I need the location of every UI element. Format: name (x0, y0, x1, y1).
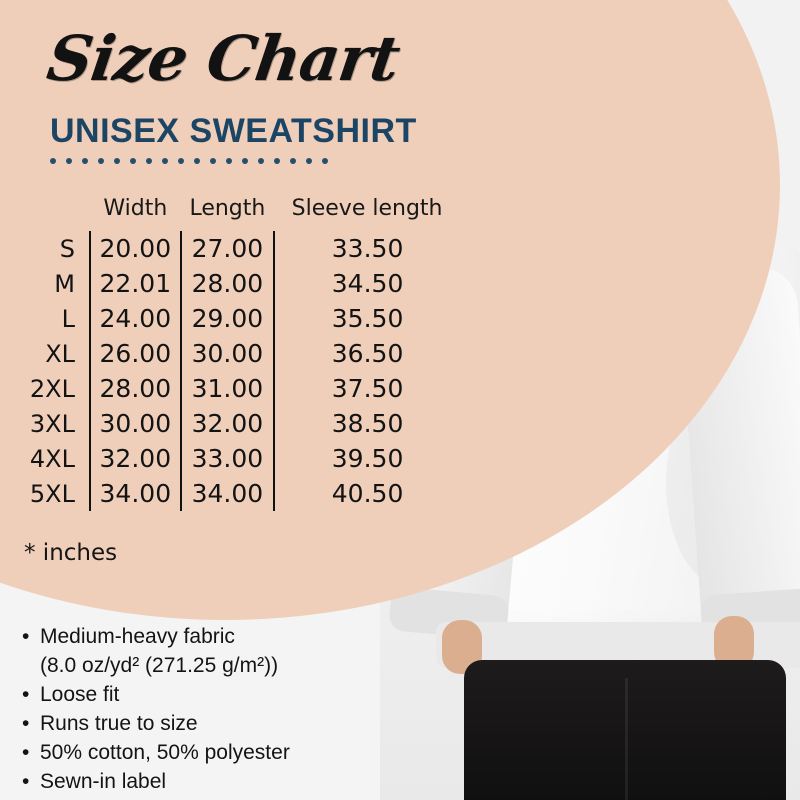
cell-length: 28.00 (179, 266, 275, 301)
cell-size: XL (45, 339, 75, 368)
cell-sleeve: 35.50 (273, 301, 460, 336)
divider-dot (322, 158, 328, 164)
cell-length: 34.00 (179, 476, 275, 511)
cell-width: 26.00 (89, 336, 181, 371)
divider-dot (210, 158, 216, 164)
cell-size: M (54, 269, 75, 298)
feature-item: • 50% cotton, 50% polyester (22, 738, 442, 767)
cell-sleeve: 39.50 (273, 441, 460, 476)
feature-text: 50% cotton, 50% polyester (40, 741, 290, 764)
table-row: 4XL 32.00 33.00 39.50 (20, 441, 460, 476)
unit-note: * inches (24, 540, 118, 566)
feature-text: Sewn-in label (40, 770, 167, 793)
cell-size: L (61, 304, 75, 333)
divider-dot (194, 158, 200, 164)
divider-dot (114, 158, 120, 164)
bullet-icon: • (22, 683, 30, 706)
cell-width: 32.00 (89, 441, 181, 476)
cell-width: 30.00 (89, 406, 181, 441)
cell-length: 32.00 (179, 406, 275, 441)
table-row: XL 26.00 30.00 36.50 (20, 336, 460, 371)
feature-item: • Runs true to size (22, 709, 442, 738)
divider-dot (242, 158, 248, 164)
column-header-width: Width (103, 196, 168, 221)
cell-length: 29.00 (179, 301, 275, 336)
divider-dot (290, 158, 296, 164)
cell-width: 34.00 (89, 476, 181, 511)
cell-size: 2XL (29, 374, 75, 403)
cell-width: 28.00 (89, 371, 181, 406)
model-pants (464, 660, 786, 800)
cell-sleeve: 38.50 (273, 406, 460, 441)
feature-text: Loose fit (40, 683, 120, 706)
bullet-icon: • (22, 625, 30, 648)
cell-sleeve: 36.50 (273, 336, 460, 371)
divider-dot (162, 158, 168, 164)
cell-length: 33.00 (179, 441, 275, 476)
divider-dot (178, 158, 184, 164)
product-subtitle: UNISEX SWEATSHIRT (50, 112, 417, 150)
cell-length: 30.00 (179, 336, 275, 371)
cell-size: S (59, 234, 75, 263)
feature-list: • Medium-heavy fabric (8.0 oz/yd² (271.25… (22, 622, 442, 796)
divider-dot (50, 158, 56, 164)
table-row: L 24.00 29.00 35.50 (20, 301, 460, 336)
column-header-length: Length (189, 196, 266, 221)
cell-sleeve: 34.50 (273, 266, 460, 301)
divider-dot (98, 158, 104, 164)
cell-size: 4XL (29, 444, 75, 473)
cell-size: 3XL (29, 409, 75, 438)
cell-width: 22.01 (89, 266, 181, 301)
divider-dot (258, 158, 264, 164)
feature-text: Runs true to size (40, 712, 198, 735)
table-row: 2XL 28.00 31.00 37.50 (20, 371, 460, 406)
cell-width: 20.00 (89, 231, 181, 266)
cell-sleeve: 40.50 (273, 476, 460, 511)
feature-text: Medium-heavy fabric (8.0 oz/yd² (271.25 … (40, 625, 279, 677)
cell-length: 27.00 (179, 231, 275, 266)
cell-sleeve: 33.50 (273, 231, 460, 266)
table-row: M 22.01 28.00 34.50 (20, 266, 460, 301)
bullet-icon: • (22, 741, 30, 764)
table-row: 3XL 30.00 32.00 38.50 (20, 406, 460, 441)
bullet-icon: • (22, 770, 30, 793)
table-row: S 20.00 27.00 33.50 (20, 231, 460, 266)
feature-item: • Medium-heavy fabric (8.0 oz/yd² (271.25… (22, 622, 442, 680)
column-header-sleeve: Sleeve length (291, 196, 443, 221)
table-row: 5XL 34.00 34.00 40.50 (20, 476, 460, 511)
divider-dot (146, 158, 152, 164)
divider-dot (306, 158, 312, 164)
cell-size: 5XL (29, 479, 75, 508)
bullet-icon: • (22, 712, 30, 735)
divider-dot (274, 158, 280, 164)
divider-dot (130, 158, 136, 164)
divider-dot (82, 158, 88, 164)
divider-dot (226, 158, 232, 164)
divider-dot (66, 158, 72, 164)
page-title: Size Chart (42, 22, 404, 95)
size-table: Width Length Sleeve length S 20.00 27.00 33… (20, 196, 480, 511)
cell-sleeve: 37.50 (273, 371, 460, 406)
feature-item: • Loose fit (22, 680, 442, 709)
feature-item: • Sewn-in label (22, 767, 442, 796)
dotted-divider (50, 158, 328, 164)
cell-width: 24.00 (89, 301, 181, 336)
column-header-size (20, 196, 90, 231)
cell-length: 31.00 (179, 371, 275, 406)
table-header-row: Width Length Sleeve length (20, 196, 460, 231)
